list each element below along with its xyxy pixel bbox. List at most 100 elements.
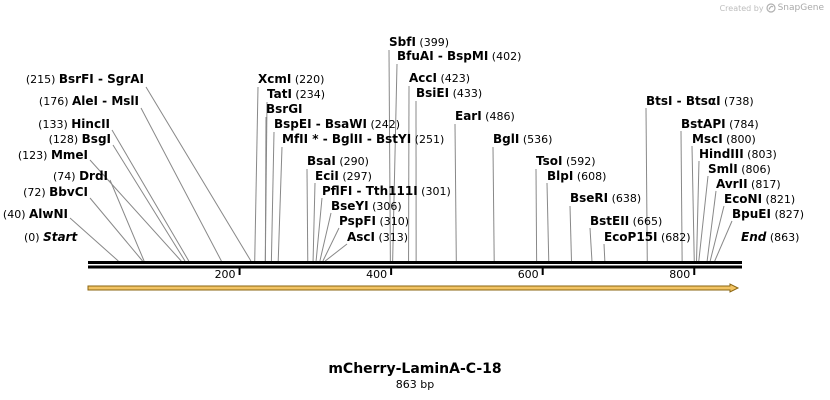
ruler-tick [693,268,696,275]
site-line [680,130,683,262]
site-label[interactable]: BseYI (306) [331,199,402,213]
start-name: Start [43,230,78,244]
site-name: HincII [71,117,110,131]
site-label[interactable]: EcoNI (821) [724,192,795,206]
site-position: (399) [416,36,449,49]
site-name: BsrGI [266,102,303,116]
site-label[interactable]: XcmI (220) [258,72,324,86]
site-label[interactable]: (176) AleI - MslI [39,94,139,108]
start-label: (0) Start [24,230,78,244]
site-line [696,160,700,262]
site-label[interactable]: BspEI - BsaWI (242) [274,117,400,131]
site-label[interactable]: BseRI (638) [570,191,641,205]
feature-arrow[interactable] [87,283,740,293]
site-name: EcoP15I [604,230,658,244]
site-name: BbvCI [49,185,88,199]
site-label[interactable]: TatI (234) [267,87,325,101]
site-name: AleI - MslI [72,94,139,108]
site-position: (290) [336,155,369,168]
site-lines [69,49,733,262]
site-name: BpuEI [732,207,771,221]
site-label[interactable]: BlpI (608) [547,169,606,183]
site-position: (665) [629,215,662,228]
site-label[interactable]: BfuAI - BspMI (402) [397,49,521,63]
site-name: BfuAI - BspMI [397,49,488,63]
site-position: (608) [573,170,606,183]
site-label[interactable]: (123) MmeI [18,148,88,162]
site-line [546,182,550,262]
site-position: (423) [437,72,470,85]
site-name: MscI [692,132,723,146]
dna-backbone [88,261,742,269]
site-name: BseYI [331,199,369,213]
site-label[interactable]: AscI (313) [347,230,408,244]
site-name: DrdI [79,169,108,183]
site-label[interactable]: PspFI (310) [339,214,409,228]
credit-brand: SnapGene [777,3,824,13]
site-position: (301) [418,185,451,198]
site-position: (592) [562,155,595,168]
site-position: (784) [726,118,759,131]
site-name: BsgI [82,132,111,146]
site-line [254,86,259,262]
site-line [112,144,186,262]
site-label[interactable]: BsiEI (433) [416,86,482,100]
site-name: BsaI [307,154,336,168]
site-label[interactable]: SbfI (399) [389,35,449,49]
site-label[interactable]: MfII * - BglII - BstYI (251) [282,132,444,146]
site-label[interactable]: BsaI (290) [307,154,369,168]
site-name: BglI [493,132,519,146]
site-labels: (40) AlwNI(72) BbvCI(74) DrdI(123) MmeI(… [3,35,804,244]
site-label[interactable]: (74) DrdI [53,169,108,183]
site-position: (682) [658,231,691,244]
site-label[interactable]: EcoP15I (682) [604,230,691,244]
site-label[interactable]: (128) BsgI [49,132,111,146]
site-name: EarI [455,109,482,123]
site-label[interactable]: BtsI - BtsαI (738) [646,94,754,108]
site-label[interactable]: HindIII (803) [699,147,777,161]
site-name: PflFI - Tth111I [322,184,418,198]
site-line [319,212,332,262]
site-label[interactable]: BsrGI [266,102,303,116]
ruler-tick-label: 400 [366,268,387,281]
site-label[interactable]: BpuEI (827) [732,207,804,221]
site-name: AvrII [716,177,748,191]
site-name: BtsI - BtsαI [646,94,721,108]
site-label[interactable]: AvrII (817) [716,177,781,191]
site-position: (123) [18,149,51,162]
site-label[interactable]: BstAPI (784) [681,117,759,131]
site-position: (176) [39,95,72,108]
site-label[interactable]: AccI (423) [409,71,470,85]
site-label[interactable]: (40) AlwNI [3,207,68,221]
site-line [691,145,695,262]
site-position: (215) [26,73,59,86]
ruler-tick-label: 200 [215,268,236,281]
site-label[interactable]: SmlI (806) [708,162,771,176]
site-name: AlwNI [29,207,68,221]
site-label[interactable]: EciI (297) [315,169,372,183]
site-line [69,217,119,262]
site-line [315,197,323,262]
site-label[interactable]: PflFI - Tth111I (301) [322,184,451,198]
site-label[interactable]: TsoI (592) [536,154,596,168]
site-label[interactable]: (72) BbvCI [23,185,88,199]
end-name: End [741,230,767,244]
end-position: (863) [766,231,799,244]
site-position: (803) [744,148,777,161]
site-label[interactable]: MscI (800) [692,132,756,146]
site-position: (738) [721,95,754,108]
site-position: (234) [292,88,325,101]
site-line [322,227,340,262]
site-label[interactable]: BglI (536) [493,132,552,146]
feature-arrow-shape[interactable] [87,283,740,293]
ruler-tick [238,268,241,275]
site-label[interactable]: (133) HincII [38,117,110,131]
site-line [109,179,145,262]
site-name: AccI [409,71,437,85]
site-label[interactable]: EarI (486) [455,109,515,123]
site-line [111,129,190,262]
site-label[interactable]: BstEII (665) [590,214,662,228]
site-label[interactable]: (215) BsrFI - SgrAI [26,72,144,86]
site-line [492,146,495,262]
site-line [706,190,717,262]
